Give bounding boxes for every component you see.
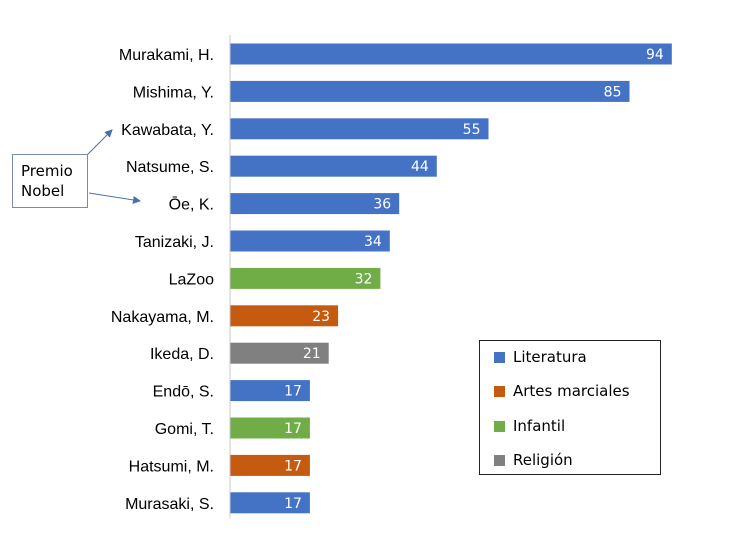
bar-oe-k: [230, 193, 400, 215]
bar-murasaki-s: [230, 492, 310, 514]
annotation-arrow-kawabata: [84, 129, 113, 158]
bar-nakayama-m: [230, 305, 339, 327]
data-label-mishima-y: 85: [604, 84, 622, 100]
annotation-arrow-oe: [88, 192, 141, 204]
category-label-oe-k: Ōe, K.: [169, 196, 214, 214]
category-label-kawabata-y: Kawabata, Y.: [121, 122, 214, 139]
category-label-ikeda-d: Ikeda, D.: [150, 346, 214, 363]
category-label-natsume-s: Natsume, S.: [126, 159, 214, 176]
category-label-murasaki-s: Murasaki, S.: [125, 496, 214, 513]
bar-lazoo: [230, 267, 381, 289]
data-label-murakami-h: 94: [646, 47, 664, 63]
data-label-natsume-s: 44: [411, 159, 429, 175]
category-label-lazoo: LaZoo: [169, 271, 214, 288]
bar-mishima-y: [230, 80, 630, 102]
category-label-nakayama-m: Nakayama, M.: [111, 309, 214, 326]
category-label-hatsumi-m: Hatsumi, M.: [129, 458, 214, 475]
bar-tanizaki-j: [230, 230, 390, 252]
legend: Literatura Artes marciales Infantil Reli…: [479, 340, 661, 475]
legend-label-infantil: Infantil: [513, 417, 566, 435]
bar-hatsumi-m: [230, 454, 310, 476]
legend-label-artes-marciales: Artes marciales: [513, 382, 630, 400]
category-label-gomi-t: Gomi, T.: [155, 421, 214, 438]
data-label-oe-k: 36: [373, 197, 391, 213]
legend-label-religion: Religión: [513, 451, 573, 469]
bar-murakami-h: [230, 43, 672, 65]
bar-endo-s: [230, 380, 310, 402]
legend-label-literatura: Literatura: [513, 348, 587, 366]
data-label-gomi-t: 17: [284, 421, 302, 437]
legend-item-infantil: Infantil: [494, 416, 565, 436]
bar-kawabata-y: [230, 118, 489, 140]
data-label-hatsumi-m: 17: [284, 458, 302, 474]
legend-swatch-literatura: [494, 351, 505, 363]
legend-item-literatura: Literatura: [494, 347, 587, 367]
data-label-lazoo: 32: [355, 271, 373, 287]
annotation-box-premio-nobel: Premio Nobel: [12, 154, 88, 208]
annotation-line-2: Nobel: [21, 182, 65, 200]
legend-swatch-religion: [494, 454, 505, 466]
category-label-mishima-y: Mishima, Y.: [133, 84, 214, 101]
data-label-kawabata-y: 55: [463, 122, 481, 138]
legend-swatch-artes-marciales: [494, 385, 505, 397]
data-label-endo-s: 17: [284, 384, 302, 400]
legend-swatch-infantil: [494, 420, 505, 432]
bar-gomi-t: [230, 417, 310, 439]
data-label-nakayama-m: 23: [312, 309, 330, 325]
bar-ikeda-d: [230, 342, 329, 364]
category-label-murakami-h: Murakami, H.: [119, 47, 214, 64]
data-label-ikeda-d: 21: [303, 346, 321, 362]
category-label-endo-s: Endō, S.: [153, 384, 214, 401]
legend-item-religion: Religión: [494, 450, 573, 470]
bar-natsume-s: [230, 155, 437, 177]
data-label-murasaki-s: 17: [284, 496, 302, 512]
annotation-line-1: Premio: [21, 162, 73, 180]
category-label-tanizaki-j: Tanizaki, J.: [135, 234, 214, 251]
legend-item-artes-marciales: Artes marciales: [494, 381, 630, 401]
data-label-tanizaki-j: 34: [364, 234, 382, 250]
